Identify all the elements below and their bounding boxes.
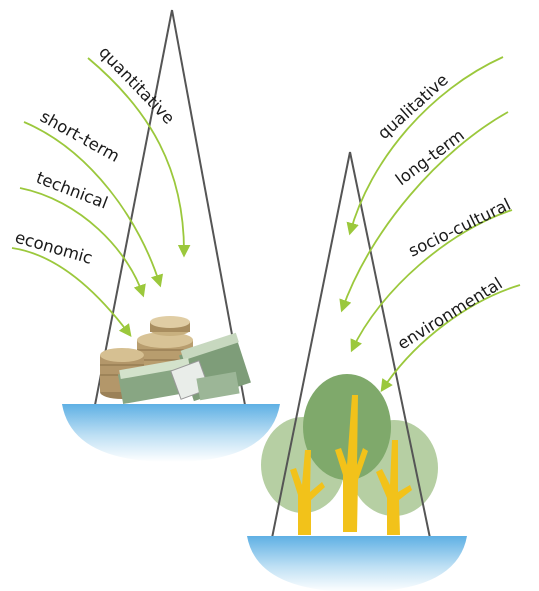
label-environmental: environmental bbox=[394, 274, 506, 354]
label-socio-cultural: socio-cultural bbox=[405, 195, 513, 261]
tree-center-crown bbox=[303, 374, 391, 480]
right-string-right bbox=[349, 151, 431, 539]
trees-image bbox=[261, 374, 438, 535]
right-pan bbox=[247, 151, 467, 591]
label-quantitative: quantitative bbox=[95, 43, 178, 128]
label-qualitative: qualitative bbox=[374, 70, 452, 143]
arrow-economic bbox=[11, 247, 132, 338]
bill-stack bbox=[117, 332, 251, 405]
arrow-quantitative bbox=[87, 57, 191, 258]
right-string-left bbox=[271, 151, 351, 539]
arrow-long-term bbox=[339, 111, 509, 313]
money-stack-image bbox=[100, 316, 251, 405]
arrow-short-term bbox=[23, 121, 164, 288]
arrow-technical bbox=[19, 187, 146, 298]
arrow-qualitative bbox=[346, 56, 504, 236]
arrow-environmental bbox=[380, 284, 521, 393]
left-bowl bbox=[62, 404, 280, 462]
left-pan bbox=[62, 9, 280, 462]
label-technical: technical bbox=[34, 168, 111, 213]
label-economic: economic bbox=[13, 228, 95, 268]
arrow-socio-cultural bbox=[350, 209, 513, 353]
left-string-left bbox=[94, 9, 173, 406]
right-bowl bbox=[247, 536, 467, 591]
